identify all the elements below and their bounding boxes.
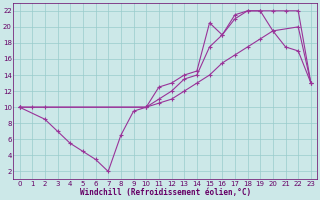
X-axis label: Windchill (Refroidissement éolien,°C): Windchill (Refroidissement éolien,°C)	[80, 188, 251, 197]
